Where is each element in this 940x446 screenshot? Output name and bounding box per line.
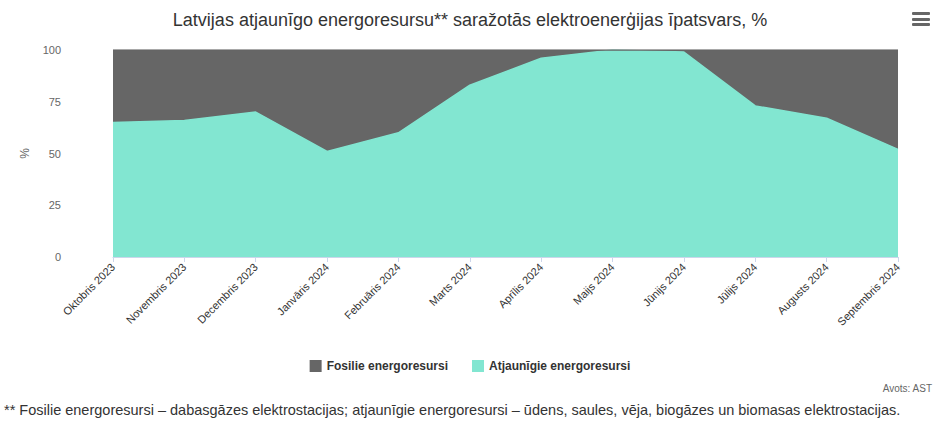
svg-text:%: % — [18, 148, 32, 159]
svg-text:Latvijas atjaunīgo energoresur: Latvijas atjaunīgo energoresursu** saraž… — [173, 10, 767, 30]
svg-text:Maijs 2024: Maijs 2024 — [571, 261, 617, 307]
svg-text:Novembris 2023: Novembris 2023 — [124, 261, 189, 326]
svg-text:Jūlijs 2024: Jūlijs 2024 — [714, 261, 759, 306]
svg-text:Fosilie energoresursi: Fosilie energoresursi — [327, 359, 448, 373]
svg-text:Oktobris 2023: Oktobris 2023 — [60, 261, 117, 318]
svg-text:Septembris 2024: Septembris 2024 — [835, 261, 902, 328]
svg-text:0: 0 — [55, 251, 61, 263]
svg-text:75: 75 — [49, 96, 61, 108]
html-text:Avots: AST: Avots: AST — [882, 383, 932, 394]
svg-text:Aprīlis 2024: Aprīlis 2024 — [496, 261, 546, 311]
svg-text:Atjaunīgie energoresursi: Atjaunīgie energoresursi — [489, 359, 630, 373]
svg-text:Decembris 2023: Decembris 2023 — [195, 261, 260, 326]
html-text:** Fosilie energoresursi – dab: ** Fosilie energoresursi – dabasgāzes el… — [4, 402, 901, 418]
svg-text:Jūnijs 2024: Jūnijs 2024 — [640, 261, 688, 309]
svg-text:Marts 2024: Marts 2024 — [427, 261, 474, 308]
svg-text:Janvāris 2024: Janvāris 2024 — [274, 261, 331, 318]
svg-text:25: 25 — [49, 199, 61, 211]
svg-text:Augusts 2024: Augusts 2024 — [775, 261, 831, 317]
svg-text:50: 50 — [49, 148, 61, 160]
svg-text:100: 100 — [43, 44, 61, 56]
svg-text:Februāris 2024: Februāris 2024 — [342, 261, 403, 322]
